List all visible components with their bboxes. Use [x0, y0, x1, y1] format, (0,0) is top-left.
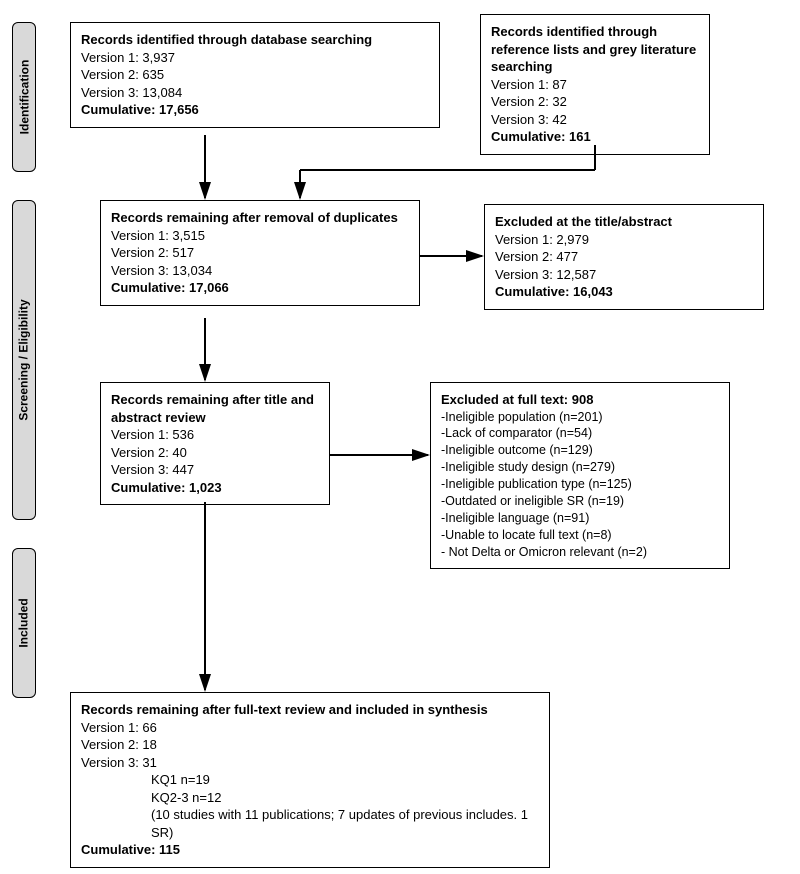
- box-ta-v1: Version 1: 536: [111, 426, 319, 444]
- box-excl-ta-v3: Version 3: 12,587: [495, 266, 753, 284]
- stage-screening: Screening / Eligibility: [12, 200, 36, 520]
- box-ta-v3: Version 3: 447: [111, 461, 319, 479]
- box-dedup-v1: Version 1: 3,515: [111, 227, 409, 245]
- box-grey-lit: Records identified through reference lis…: [480, 14, 710, 155]
- box-excl-ta-title: Excluded at the title/abstract: [495, 213, 753, 231]
- box-dedup-cum: Cumulative: 17,066: [111, 279, 409, 297]
- box-grey-v3: Version 3: 42: [491, 111, 699, 129]
- box-excl-ft-title: Excluded at full text: 908: [441, 391, 719, 409]
- stage-included-label: Included: [17, 598, 31, 647]
- box-excluded-title-abstract: Excluded at the title/abstract Version 1…: [484, 204, 764, 310]
- box-database-v2: Version 2: 635: [81, 66, 429, 84]
- box-database-title: Records identified through database sear…: [81, 31, 429, 49]
- box-database-v3: Version 3: 13,084: [81, 84, 429, 102]
- stage-screening-label: Screening / Eligibility: [17, 299, 31, 420]
- box-ta-v2: Version 2: 40: [111, 444, 319, 462]
- box-final-title: Records remaining after full-text review…: [81, 701, 539, 719]
- box-excl-ft-r3: -Ineligible outcome (n=129): [441, 442, 719, 459]
- box-ta-title: Records remaining after title and abstra…: [111, 391, 319, 426]
- box-excl-ft-r8: -Unable to locate full text (n=8): [441, 527, 719, 544]
- box-ta-cum: Cumulative: 1,023: [111, 479, 319, 497]
- box-excl-ft-r9: - Not Delta or Omicron relevant (n=2): [441, 544, 719, 561]
- box-excluded-fulltext: Excluded at full text: 908 -Ineligible p…: [430, 382, 730, 569]
- box-grey-title: Records identified through reference lis…: [491, 23, 699, 76]
- box-dedup-title: Records remaining after removal of dupli…: [111, 209, 409, 227]
- box-excl-ft-r2: -Lack of comparator (n=54): [441, 425, 719, 442]
- box-final-cum: Cumulative: 115: [81, 841, 539, 859]
- stage-included: Included: [12, 548, 36, 698]
- box-title-abstract-review: Records remaining after title and abstra…: [100, 382, 330, 505]
- box-final-kq2: KQ2-3 n=12: [81, 789, 539, 807]
- box-excl-ft-r1: -Ineligible population (n=201): [441, 409, 719, 426]
- box-final-synthesis: Records remaining after full-text review…: [70, 692, 550, 868]
- box-dedup-v2: Version 2: 517: [111, 244, 409, 262]
- box-excl-ft-r7: -Ineligible language (n=91): [441, 510, 719, 527]
- box-database-search: Records identified through database sear…: [70, 22, 440, 128]
- box-final-v1: Version 1: 66: [81, 719, 539, 737]
- box-database-cum: Cumulative: 17,656: [81, 101, 429, 119]
- box-database-v1: Version 1: 3,937: [81, 49, 429, 67]
- box-excl-ta-v2: Version 2: 477: [495, 248, 753, 266]
- stage-identification: Identification: [12, 22, 36, 172]
- box-dedup: Records remaining after removal of dupli…: [100, 200, 420, 306]
- box-final-kq1: KQ1 n=19: [81, 771, 539, 789]
- box-excl-ft-r4: -Ineligible study design (n=279): [441, 459, 719, 476]
- box-grey-v2: Version 2: 32: [491, 93, 699, 111]
- box-dedup-v3: Version 3: 13,034: [111, 262, 409, 280]
- box-final-v3: Version 3: 31: [81, 754, 539, 772]
- box-grey-cum: Cumulative: 161: [491, 128, 699, 146]
- box-excl-ft-r6: -Outdated or ineligible SR (n=19): [441, 493, 719, 510]
- stage-identification-label: Identification: [17, 60, 31, 135]
- box-grey-v1: Version 1: 87: [491, 76, 699, 94]
- box-excl-ta-cum: Cumulative: 16,043: [495, 283, 753, 301]
- box-final-note: (10 studies with 11 publications; 7 upda…: [81, 806, 539, 841]
- box-excl-ta-v1: Version 1: 2,979: [495, 231, 753, 249]
- box-final-v2: Version 2: 18: [81, 736, 539, 754]
- box-excl-ft-r5: -Ineligible publication type (n=125): [441, 476, 719, 493]
